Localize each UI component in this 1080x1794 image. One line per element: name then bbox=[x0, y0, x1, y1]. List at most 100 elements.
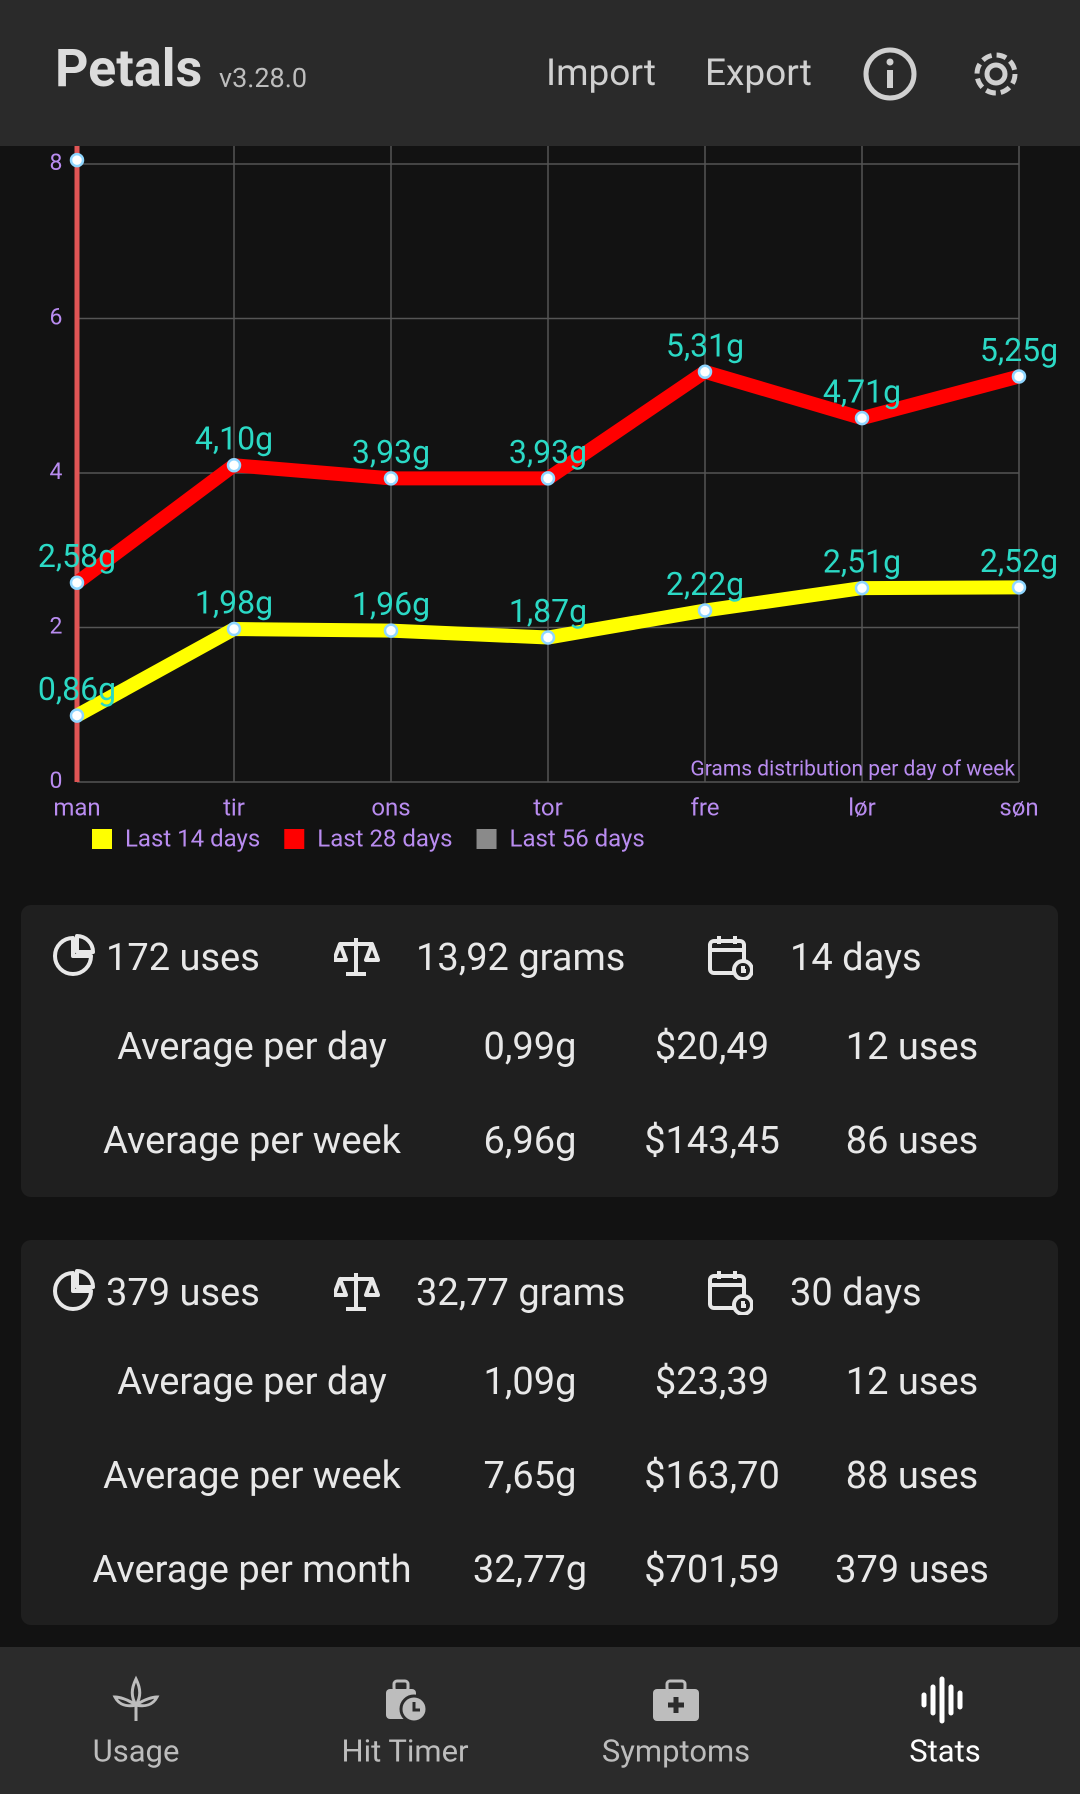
data-point bbox=[854, 410, 870, 426]
settings-button[interactable] bbox=[967, 45, 1025, 103]
data-label: 2,51g bbox=[823, 543, 901, 581]
data-point bbox=[854, 580, 870, 596]
x-tick-label: tir bbox=[223, 793, 245, 821]
summary-value: 379 uses bbox=[106, 1271, 260, 1315]
y-tick-label: 6 bbox=[50, 304, 63, 331]
data-point bbox=[697, 603, 713, 618]
data-label: 5,31g bbox=[666, 326, 744, 364]
average-value: $20,49 bbox=[654, 1025, 770, 1069]
y-tick-label: 0 bbox=[50, 767, 63, 794]
nav-label: Usage bbox=[92, 1732, 180, 1770]
nav-icon bbox=[921, 1676, 963, 1724]
x-tick-label: søn bbox=[999, 793, 1038, 821]
nav-item[interactable]: Hit Timer bbox=[305, 1647, 505, 1794]
legend-swatch bbox=[92, 829, 112, 849]
stat-icon bbox=[708, 1271, 753, 1315]
summary-value: 172 uses bbox=[106, 936, 260, 980]
average-value: 86 uses bbox=[845, 1119, 979, 1163]
data-label: 4,71g bbox=[823, 373, 901, 411]
data-label: 1,98g bbox=[195, 583, 273, 621]
data-point bbox=[226, 621, 242, 637]
data-point bbox=[69, 152, 85, 168]
legend-swatch bbox=[476, 829, 497, 849]
stat-icon bbox=[334, 1273, 380, 1311]
average-value: 6,96g bbox=[483, 1119, 577, 1163]
average-value: 12 uses bbox=[845, 1025, 979, 1069]
data-label: 3,93g bbox=[352, 433, 430, 471]
average-value: 12 uses bbox=[845, 1360, 979, 1404]
data-point bbox=[383, 623, 399, 638]
stats-card: 172 uses 13,92 grams 14 days Average per da… bbox=[21, 905, 1058, 1197]
legend-swatch bbox=[284, 829, 305, 849]
average-value: 0,99g bbox=[483, 1025, 577, 1069]
annotation: Grams distribution per day of week bbox=[690, 758, 1015, 782]
data-point bbox=[1011, 580, 1027, 595]
average-label: Average per day bbox=[117, 1025, 387, 1069]
app-bar: Petals v3.28.0 Import Export bbox=[0, 0, 1080, 146]
nav-label: Symptoms bbox=[601, 1732, 751, 1770]
data-point bbox=[226, 458, 242, 473]
export-button[interactable]: Export bbox=[705, 52, 812, 95]
average-value: $143,45 bbox=[644, 1119, 780, 1163]
nav-item[interactable]: Usage bbox=[36, 1647, 236, 1794]
nav-icon bbox=[386, 1679, 429, 1724]
chart: man tir ons tor fre lør søn 0 2 4 6 8 Grams distribu… bbox=[38, 146, 1058, 852]
x-tick-label: tor bbox=[533, 793, 562, 821]
data-label: 0,86g bbox=[38, 670, 116, 708]
stat-icon bbox=[708, 936, 753, 980]
x-tick-label: lør bbox=[848, 793, 876, 821]
data-point bbox=[1011, 369, 1027, 384]
data-label: 3,93g bbox=[509, 433, 587, 471]
stat-icon bbox=[53, 1269, 95, 1311]
y-tick-label: 4 bbox=[50, 458, 63, 485]
x-tick-label: man bbox=[53, 793, 100, 821]
info-button[interactable] bbox=[862, 46, 918, 102]
data-point bbox=[69, 708, 85, 723]
nav-item[interactable]: Stats bbox=[845, 1647, 1045, 1794]
average-value: 88 uses bbox=[845, 1454, 979, 1498]
y-tick-label: 8 bbox=[50, 149, 63, 176]
average-label: Average per day bbox=[117, 1360, 387, 1404]
average-value: 7,65g bbox=[483, 1454, 577, 1498]
data-point bbox=[383, 471, 399, 486]
data-point bbox=[697, 364, 713, 380]
average-value: $23,39 bbox=[654, 1360, 770, 1404]
stat-icon bbox=[334, 938, 380, 976]
x-tick-label: ons bbox=[371, 793, 410, 821]
stats-card: 379 uses 32,77 grams 30 days Average per da… bbox=[21, 1240, 1058, 1625]
summary-value: 14 days bbox=[790, 936, 922, 980]
version: v3.28.0 bbox=[219, 62, 308, 94]
nav-label: Stats bbox=[909, 1732, 981, 1770]
average-value: $701,59 bbox=[644, 1548, 780, 1592]
data-label: 1,96g bbox=[352, 585, 430, 623]
data-label: 2,58g bbox=[38, 537, 116, 575]
data-label: 2,52g bbox=[980, 542, 1058, 580]
data-label: 2,22g bbox=[666, 565, 744, 603]
y-tick-label: 2 bbox=[50, 613, 63, 640]
summary-value: 30 days bbox=[790, 1271, 922, 1315]
import-button[interactable]: Import bbox=[546, 52, 656, 95]
data-point bbox=[540, 630, 556, 645]
nav-icon bbox=[112, 1675, 160, 1721]
average-value: 32,77g bbox=[472, 1548, 588, 1592]
legend-label: Last 14 days bbox=[125, 824, 260, 852]
average-label: Average per week bbox=[103, 1454, 401, 1498]
average-label: Average per month bbox=[92, 1548, 412, 1592]
nav-icon bbox=[653, 1679, 699, 1721]
data-point bbox=[540, 471, 556, 486]
nav-label: Hit Timer bbox=[341, 1732, 469, 1770]
average-label: Average per week bbox=[103, 1119, 401, 1163]
data-label: 1,87g bbox=[509, 592, 587, 630]
legend-label: Last 28 days bbox=[317, 824, 452, 852]
summary-value: 13,92 grams bbox=[416, 936, 626, 980]
average-value: $163,70 bbox=[644, 1454, 780, 1498]
average-value: 379 uses bbox=[835, 1548, 989, 1592]
app-title: Petals bbox=[55, 38, 203, 99]
data-point bbox=[69, 575, 85, 590]
data-label: 4,10g bbox=[195, 420, 273, 458]
nav-item[interactable]: Symptoms bbox=[576, 1647, 776, 1794]
bottom-nav: Usage Hit Timer Symptoms Stats bbox=[0, 1647, 1080, 1794]
average-value: 1,09g bbox=[483, 1360, 577, 1404]
summary-value: 32,77 grams bbox=[416, 1271, 626, 1315]
